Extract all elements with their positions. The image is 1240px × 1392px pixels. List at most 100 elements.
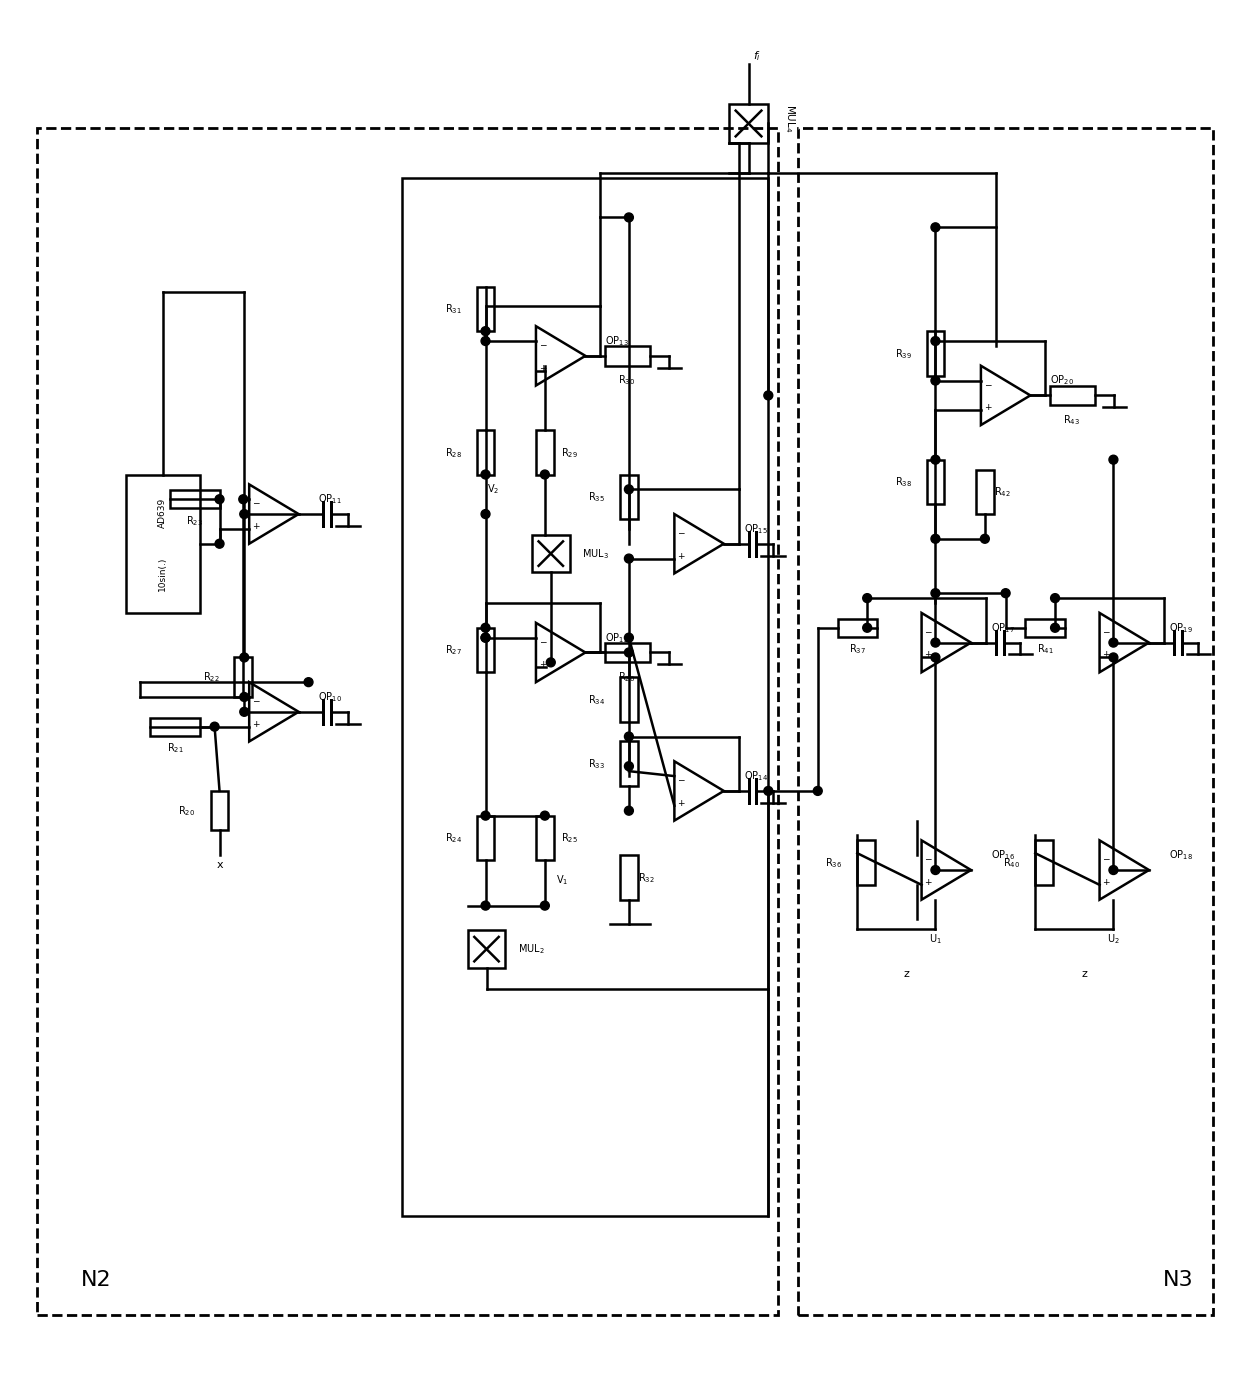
Circle shape bbox=[481, 470, 490, 479]
Text: $\mathrm{R_{34}}$: $\mathrm{R_{34}}$ bbox=[588, 693, 605, 707]
Bar bbox=[837, 619, 877, 636]
Text: $\mathrm{R_{24}}$: $\mathrm{R_{24}}$ bbox=[445, 831, 461, 845]
Circle shape bbox=[625, 732, 634, 741]
Circle shape bbox=[481, 327, 490, 335]
Text: $\mathrm{R_{38}}$: $\mathrm{R_{38}}$ bbox=[894, 476, 911, 490]
Bar bbox=[476, 816, 495, 860]
Circle shape bbox=[931, 455, 940, 464]
Circle shape bbox=[931, 589, 940, 597]
Bar bbox=[476, 287, 495, 331]
Text: x: x bbox=[216, 860, 223, 870]
Text: $\mathrm{V_1}$: $\mathrm{V_1}$ bbox=[556, 873, 568, 887]
Text: $-$: $-$ bbox=[1102, 853, 1111, 863]
Text: $\mathrm{OP_{16}}$: $\mathrm{OP_{16}}$ bbox=[991, 848, 1014, 862]
Bar bbox=[1050, 386, 1095, 405]
Circle shape bbox=[1050, 593, 1059, 603]
Circle shape bbox=[1109, 455, 1118, 464]
Bar bbox=[799, 128, 1213, 1315]
Bar bbox=[536, 816, 554, 860]
Text: $-$: $-$ bbox=[1102, 626, 1111, 635]
Circle shape bbox=[625, 484, 634, 494]
Text: $\mathrm{R_{25}}$: $\mathrm{R_{25}}$ bbox=[560, 831, 578, 845]
Circle shape bbox=[239, 693, 249, 702]
Circle shape bbox=[1001, 589, 1011, 597]
Text: $+$: $+$ bbox=[1102, 877, 1111, 887]
Text: $\mathrm{OP_{17}}$: $\mathrm{OP_{17}}$ bbox=[991, 621, 1014, 635]
Text: $\mathrm{R_{41}}$: $\mathrm{R_{41}}$ bbox=[1037, 643, 1054, 657]
Text: $-$: $-$ bbox=[538, 636, 547, 644]
Circle shape bbox=[981, 535, 990, 543]
Text: $\mathrm{R_{27}}$: $\mathrm{R_{27}}$ bbox=[445, 643, 461, 657]
Circle shape bbox=[481, 624, 490, 632]
Text: $\mathrm{U_2}$: $\mathrm{U_2}$ bbox=[1107, 933, 1120, 947]
Text: N3: N3 bbox=[1163, 1271, 1194, 1290]
Bar bbox=[620, 855, 637, 899]
Text: 10sin(.): 10sin(.) bbox=[159, 557, 167, 592]
Text: $\mathrm{OP_{20}}$: $\mathrm{OP_{20}}$ bbox=[1050, 373, 1074, 387]
Circle shape bbox=[215, 539, 224, 548]
Text: $-$: $-$ bbox=[538, 340, 547, 348]
Bar bbox=[170, 490, 219, 508]
Circle shape bbox=[239, 653, 249, 661]
Bar bbox=[150, 718, 200, 735]
Text: $\mathrm{U_1}$: $\mathrm{U_1}$ bbox=[929, 933, 942, 947]
Bar bbox=[605, 643, 650, 663]
Bar bbox=[536, 430, 554, 475]
Circle shape bbox=[931, 223, 940, 231]
Text: $+$: $+$ bbox=[252, 521, 260, 530]
Text: $+$: $+$ bbox=[538, 660, 547, 670]
Bar bbox=[476, 430, 495, 475]
Circle shape bbox=[931, 535, 940, 543]
Text: $\mathrm{R_{26}}$: $\mathrm{R_{26}}$ bbox=[619, 671, 635, 683]
Circle shape bbox=[481, 633, 490, 642]
Circle shape bbox=[764, 786, 773, 795]
Text: $+$: $+$ bbox=[924, 650, 932, 660]
Text: $-$: $-$ bbox=[252, 498, 260, 507]
Text: $+$: $+$ bbox=[538, 363, 547, 373]
Text: $\mathrm{R_{42}}$: $\mathrm{R_{42}}$ bbox=[993, 486, 1011, 500]
Circle shape bbox=[481, 812, 490, 820]
Circle shape bbox=[481, 509, 490, 518]
Bar bbox=[1035, 841, 1053, 885]
Text: $\mathrm{R_{35}}$: $\mathrm{R_{35}}$ bbox=[588, 490, 605, 504]
Text: $+$: $+$ bbox=[252, 718, 260, 728]
Text: $\mathrm{MUL_2}$: $\mathrm{MUL_2}$ bbox=[518, 942, 544, 956]
Bar bbox=[467, 930, 505, 967]
Circle shape bbox=[541, 812, 549, 820]
Text: N2: N2 bbox=[81, 1271, 112, 1290]
Text: $\mathrm{OP_{10}}$: $\mathrm{OP_{10}}$ bbox=[319, 690, 342, 704]
Bar bbox=[476, 628, 495, 672]
Text: $+$: $+$ bbox=[983, 402, 992, 412]
Text: $-$: $-$ bbox=[252, 696, 260, 704]
Text: $\mathrm{MUL_3}$: $\mathrm{MUL_3}$ bbox=[583, 547, 609, 561]
Circle shape bbox=[239, 509, 249, 518]
Text: $-$: $-$ bbox=[677, 528, 686, 536]
Text: z: z bbox=[904, 969, 910, 979]
Circle shape bbox=[215, 494, 224, 504]
Circle shape bbox=[931, 337, 940, 345]
Text: $\mathrm{V_2}$: $\mathrm{V_2}$ bbox=[486, 483, 498, 496]
Circle shape bbox=[1109, 653, 1118, 661]
Bar bbox=[926, 331, 945, 376]
Bar bbox=[926, 459, 945, 504]
Text: $-$: $-$ bbox=[677, 774, 686, 784]
Bar bbox=[976, 469, 993, 514]
Text: $\mathrm{R_{43}}$: $\mathrm{R_{43}}$ bbox=[1064, 413, 1080, 427]
Text: $+$: $+$ bbox=[1102, 650, 1111, 660]
Bar bbox=[857, 841, 875, 885]
Circle shape bbox=[210, 722, 219, 731]
Text: $\mathrm{R_{37}}$: $\mathrm{R_{37}}$ bbox=[849, 643, 866, 657]
Circle shape bbox=[304, 678, 312, 686]
Circle shape bbox=[481, 901, 490, 910]
Circle shape bbox=[625, 213, 634, 221]
Bar bbox=[37, 128, 779, 1315]
Text: $-$: $-$ bbox=[924, 626, 932, 635]
Circle shape bbox=[481, 337, 490, 345]
Text: $\mathrm{R_{23}}$: $\mathrm{R_{23}}$ bbox=[186, 514, 203, 528]
Text: AD639: AD639 bbox=[159, 498, 167, 529]
Circle shape bbox=[863, 624, 872, 632]
Text: $+$: $+$ bbox=[924, 877, 932, 887]
Bar bbox=[125, 475, 200, 612]
Text: $+$: $+$ bbox=[677, 551, 686, 561]
Text: $-$: $-$ bbox=[924, 853, 932, 863]
